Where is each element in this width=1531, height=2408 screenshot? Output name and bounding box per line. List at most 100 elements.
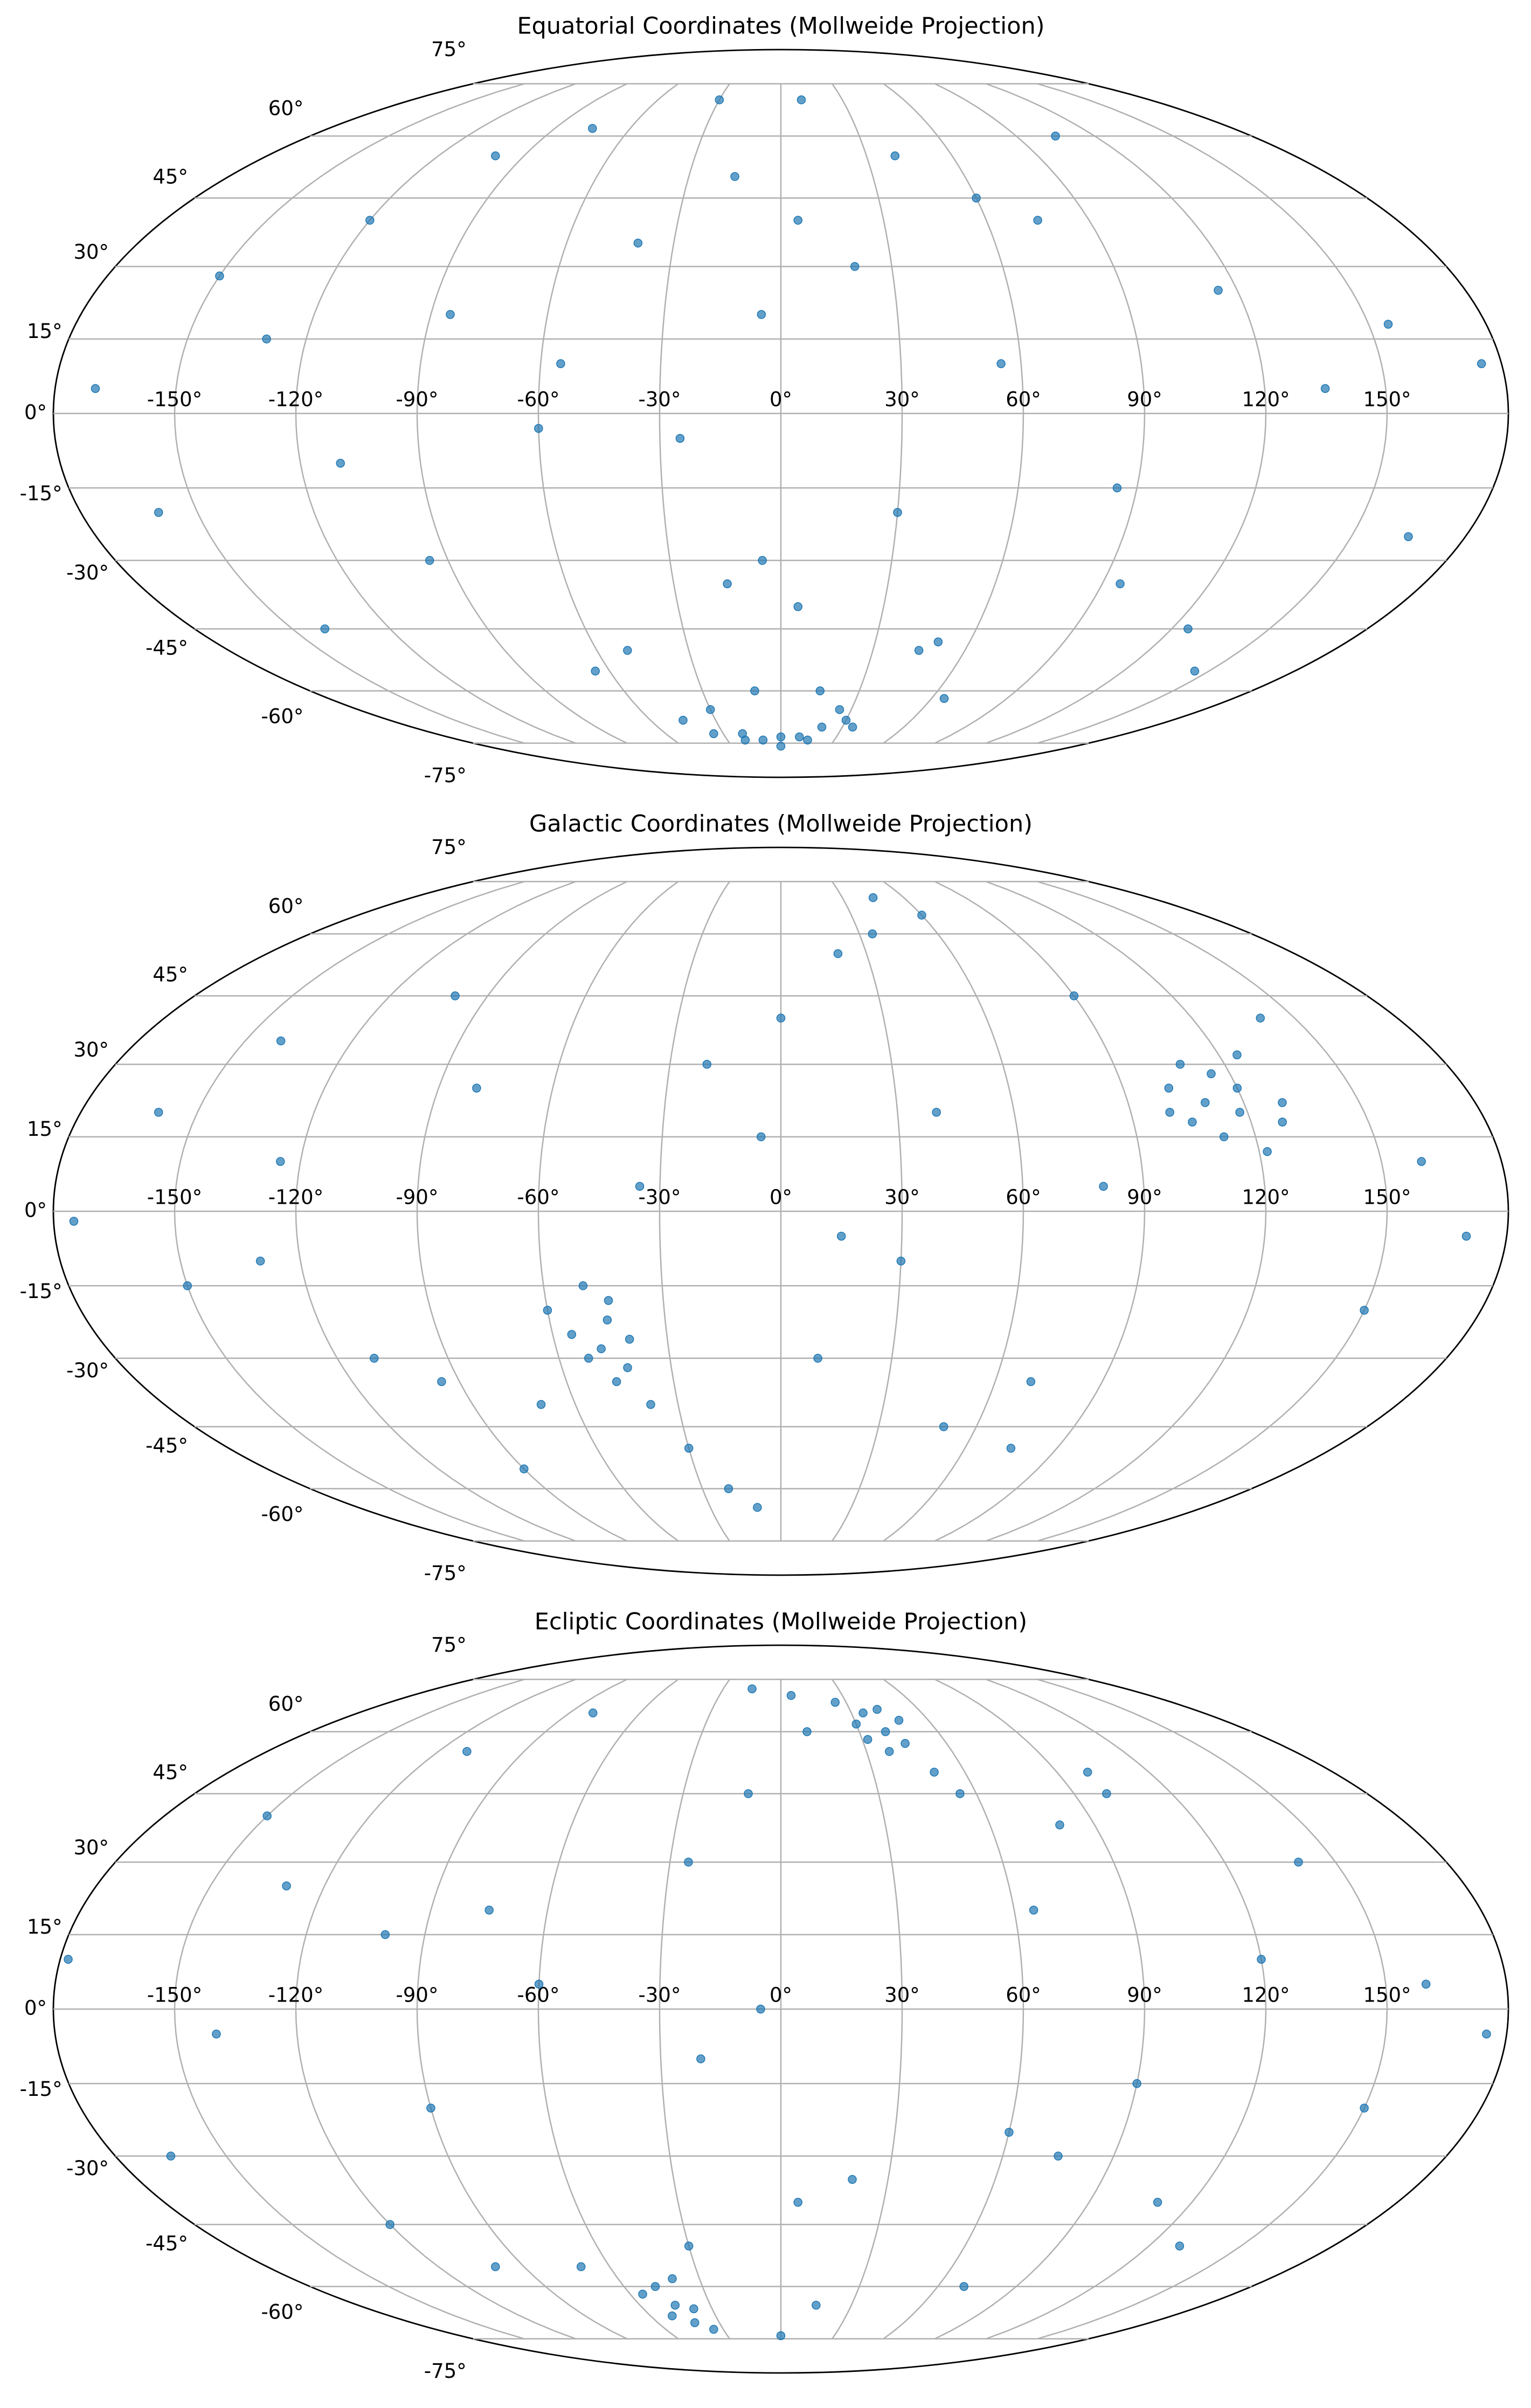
data-point (1417, 1157, 1426, 1166)
data-point (1165, 1108, 1174, 1117)
data-point (724, 1484, 733, 1493)
grid-line (883, 83, 1024, 744)
data-point (1055, 1820, 1064, 1830)
data-point (833, 949, 843, 958)
data-point (282, 1881, 291, 1890)
data-point (815, 686, 825, 695)
data-point (588, 124, 597, 133)
data-point (1099, 1182, 1108, 1191)
grid-line (295, 83, 576, 744)
data-point (914, 646, 924, 655)
grid-line (986, 83, 1267, 744)
data-point (212, 2029, 221, 2039)
data-point (543, 1306, 552, 1315)
y-tick-label: 45° (153, 165, 188, 189)
y-tick-label: 75° (431, 836, 467, 859)
grid-line (934, 1679, 1146, 2340)
data-point (633, 238, 643, 248)
y-tick-label: -60° (261, 1503, 303, 1526)
grid-line (174, 881, 525, 1542)
data-point (1190, 666, 1200, 676)
data-point (723, 579, 732, 589)
data-point (917, 910, 926, 920)
data-point (584, 1354, 593, 1363)
data-point (1153, 2198, 1162, 2207)
data-point (744, 1789, 753, 1798)
data-point (1006, 1444, 1016, 1453)
x-tick-label: -120° (268, 388, 323, 411)
y-tick-label: 15° (27, 1915, 63, 1938)
data-point (851, 1720, 861, 1729)
x-tick-label: 30° (884, 1984, 920, 2007)
data-point (451, 991, 460, 1001)
y-tick-label: -75° (424, 1562, 467, 1585)
data-point (534, 1979, 544, 1989)
data-point (623, 1363, 632, 1372)
data-point (262, 334, 271, 344)
data-point (696, 2054, 705, 2064)
data-point (932, 1108, 941, 1117)
data-point (758, 556, 767, 565)
data-point (689, 2304, 698, 2314)
data-point (1004, 2128, 1014, 2137)
x-tick-label: 90° (1127, 1186, 1162, 1209)
data-point (793, 216, 803, 225)
data-point (1201, 1098, 1210, 1107)
x-tick-label: -150° (147, 1984, 202, 2007)
data-point (1235, 1108, 1244, 1117)
data-point (1278, 1117, 1287, 1127)
x-tick-label: -30° (639, 388, 681, 411)
data-point (597, 1344, 606, 1354)
x-tick-label: -120° (268, 1186, 323, 1209)
grid-line (934, 83, 1146, 744)
data-point (933, 637, 943, 646)
x-tick-label: 150° (1363, 388, 1411, 411)
data-point (1051, 132, 1060, 141)
data-point (491, 2262, 500, 2272)
data-point (625, 1335, 634, 1344)
data-point (591, 666, 600, 676)
y-tick-label: 60° (268, 96, 304, 120)
data-point (668, 2311, 677, 2321)
x-tick-label: 60° (1006, 1186, 1041, 1209)
data-point (996, 359, 1006, 368)
data-point (896, 1257, 906, 1266)
y-tick-label: 30° (73, 240, 109, 264)
data-point (262, 1811, 272, 1820)
data-point (757, 310, 766, 319)
data-point (1069, 991, 1079, 1001)
data-point (1112, 483, 1122, 493)
grid-line (1037, 83, 1388, 744)
data-point (567, 1330, 577, 1339)
x-tick-label: -30° (639, 1984, 681, 2007)
data-point (1256, 1013, 1265, 1023)
data-point (885, 1747, 894, 1756)
data-point (1214, 286, 1223, 295)
x-tick-label: 0° (770, 1984, 792, 2007)
x-tick-label: 120° (1242, 1984, 1290, 2007)
grid-line (416, 83, 627, 744)
data-point (881, 1727, 890, 1736)
data-point (817, 722, 827, 732)
data-point (166, 2151, 176, 2161)
x-tick-label: 90° (1127, 1984, 1162, 2007)
grid-line (659, 83, 730, 744)
data-point (1294, 1858, 1303, 1867)
x-tick-label: 150° (1363, 1984, 1411, 2007)
data-point (1026, 1377, 1036, 1386)
data-point (588, 1708, 598, 1717)
y-tick-label: 60° (268, 1692, 304, 1715)
data-point (638, 2289, 647, 2299)
data-point (793, 602, 803, 611)
data-point (336, 459, 345, 468)
grid-line (416, 1679, 627, 2340)
data-point (868, 929, 877, 939)
data-point (730, 172, 739, 181)
data-point (534, 424, 543, 433)
x-tick-label: 30° (884, 1186, 920, 1209)
data-point (154, 1108, 163, 1117)
data-point (850, 262, 860, 271)
y-tick-label: 15° (27, 320, 63, 343)
x-tick-label: 30° (884, 388, 920, 411)
